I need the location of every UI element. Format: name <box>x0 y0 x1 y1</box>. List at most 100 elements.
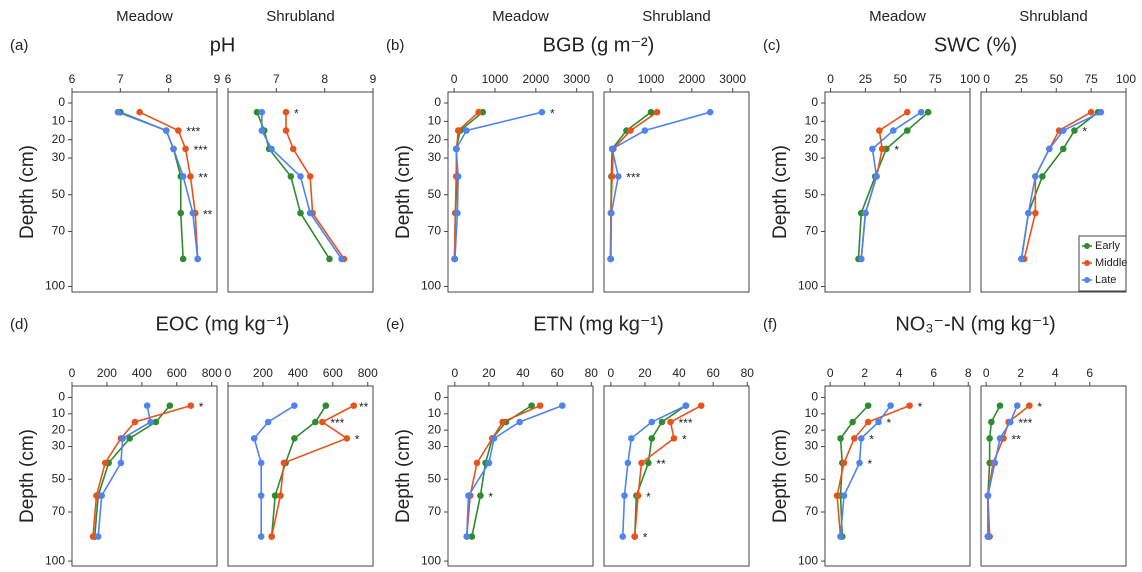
y-tick-label: 30 <box>52 439 66 453</box>
data-point <box>1059 127 1067 134</box>
y-tick-label: 0 <box>811 390 818 404</box>
y-tick-label: 30 <box>52 150 66 164</box>
data-point <box>634 492 642 499</box>
series-line <box>1020 111 1102 260</box>
subplot-title: Shrubland <box>1019 8 1087 25</box>
significance: * <box>355 433 360 447</box>
y-tick-label: 10 <box>428 406 442 420</box>
data-point <box>903 108 911 116</box>
series-line <box>139 111 199 260</box>
series-line <box>857 111 929 260</box>
x-tick-label: 75 <box>928 72 942 86</box>
x-tick-label: 3000 <box>563 72 590 86</box>
y-axis-label: Depth (cm) <box>770 145 791 239</box>
y-tick-label: 20 <box>428 422 442 436</box>
legend-marker <box>1084 277 1090 283</box>
data-point <box>322 402 330 409</box>
legend-label: Middle <box>1095 257 1127 269</box>
plot-frame <box>71 91 218 293</box>
data-point <box>876 127 883 134</box>
data-point <box>1032 173 1039 180</box>
data-point <box>338 255 345 263</box>
significance: * <box>488 490 493 504</box>
series-line <box>253 404 295 537</box>
data-point <box>516 418 523 426</box>
data-point <box>187 402 195 409</box>
data-point <box>840 492 848 499</box>
data-point <box>271 492 279 499</box>
data-point <box>257 533 265 540</box>
data-point <box>326 255 333 263</box>
data-point <box>840 459 848 467</box>
data-point <box>706 108 714 116</box>
data-point <box>558 402 566 409</box>
significance: ** <box>203 207 213 221</box>
data-point <box>1018 255 1025 263</box>
data-point <box>1039 173 1046 180</box>
x-tick-label: 0 <box>225 366 232 380</box>
data-point <box>996 402 1004 409</box>
data-point <box>258 127 266 134</box>
x-tick-label: 25 <box>1015 72 1029 86</box>
x-tick-label: 6 <box>1086 366 1093 380</box>
data-point <box>648 435 656 442</box>
x-tick-label: 600 <box>323 366 343 380</box>
data-point <box>250 435 258 442</box>
x-tick-label: 7 <box>117 72 124 86</box>
y-tick-label: 10 <box>805 114 819 128</box>
data-point <box>177 209 185 217</box>
panel-title: NO₃⁻-N (mg kg⁻¹) <box>895 313 1055 335</box>
x-tick-label: 7 <box>273 72 280 86</box>
significance: ** <box>656 457 666 471</box>
data-point <box>837 435 844 442</box>
x-tick-label: 3000 <box>719 72 746 86</box>
y-axis-label: Depth (cm) <box>17 145 38 239</box>
significance: *** <box>186 125 200 139</box>
data-point <box>670 435 678 442</box>
data-point <box>473 459 481 467</box>
data-point <box>917 108 925 116</box>
legend-marker <box>1084 260 1090 266</box>
y-tick-label: 0 <box>58 390 65 404</box>
data-point <box>179 173 187 180</box>
data-point <box>624 459 632 467</box>
x-tick-label: 40 <box>516 366 530 380</box>
data-point <box>607 255 615 263</box>
significance: * <box>1037 400 1042 414</box>
significance: * <box>646 490 651 504</box>
data-point <box>991 459 999 467</box>
data-point <box>152 418 160 426</box>
x-tick-label: 20 <box>638 366 652 380</box>
data-point <box>536 402 544 409</box>
series-line <box>92 404 192 537</box>
data-point <box>189 209 197 217</box>
data-point <box>614 173 622 180</box>
data-point <box>454 173 462 180</box>
subplot-title: Shrubland <box>642 8 710 25</box>
data-point <box>143 402 151 409</box>
y-tick-label: 50 <box>805 471 819 485</box>
y-tick-label: 10 <box>52 406 66 420</box>
significance: * <box>869 433 874 447</box>
y-tick-label: 100 <box>421 553 441 567</box>
plot-frame <box>980 385 1127 567</box>
data-point <box>452 145 460 153</box>
data-point <box>608 145 616 153</box>
data-point <box>1046 145 1053 153</box>
data-point <box>849 418 856 426</box>
legend-marker <box>1084 243 1090 249</box>
x-tick-label: 100 <box>960 72 980 86</box>
y-tick-label: 30 <box>428 150 442 164</box>
panel-label: (b) <box>386 37 404 54</box>
data-point <box>984 533 992 540</box>
data-point <box>463 127 470 134</box>
y-tick-label: 20 <box>52 422 66 436</box>
x-tick-label: 0 <box>607 366 614 380</box>
data-point <box>862 209 869 217</box>
x-tick-label: 2 <box>861 366 868 380</box>
data-point <box>857 255 865 263</box>
x-tick-label: 200 <box>253 366 273 380</box>
y-tick-label: 70 <box>428 504 442 518</box>
data-point <box>1059 145 1067 153</box>
legend-label: Late <box>1095 274 1116 286</box>
